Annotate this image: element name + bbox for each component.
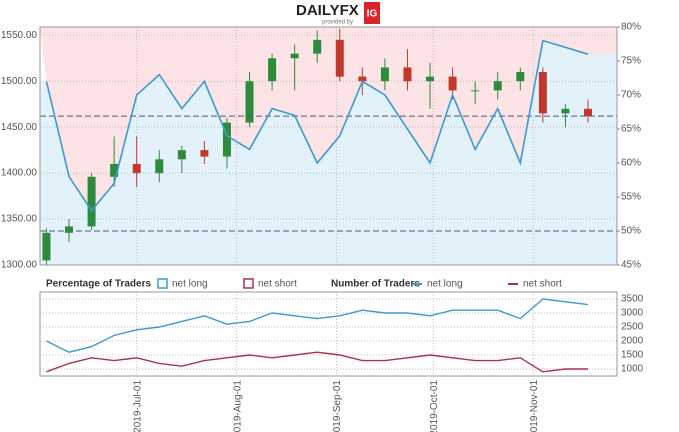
x-tick-label: 2019-Nov-01 (529, 380, 540, 432)
candle-body (516, 72, 525, 82)
y2-tick-label: 70% (621, 90, 641, 101)
candle-body (245, 81, 254, 123)
y-tick-label: 2500 (621, 322, 644, 333)
candle-body (155, 159, 164, 174)
provided-by: provided by (322, 20, 353, 26)
logo: DAILYFX provided by IG (296, 2, 380, 26)
x-tick-label: 2019-Oct-01 (429, 380, 440, 432)
candle-body (110, 163, 119, 177)
candle-body (380, 67, 389, 82)
legend-label: net short (523, 279, 562, 290)
x-tick-label: 2019-Jul-01 (132, 380, 143, 432)
ig-box (364, 2, 380, 24)
candle-body (426, 76, 435, 82)
y-tick-label: 1400.00 (1, 168, 38, 179)
y-tick-label: 3500 (621, 294, 644, 305)
candle-body (538, 72, 547, 114)
y2-tick-label: 65% (621, 124, 641, 135)
candle-body (471, 90, 480, 92)
legend-swatch (157, 278, 168, 289)
y2-tick-label: 80% (621, 22, 641, 33)
plot-frame (39, 291, 618, 377)
candle-body (561, 108, 570, 114)
candle-body (42, 232, 51, 261)
candle-body (290, 53, 299, 59)
y2-tick-label: 75% (621, 56, 641, 67)
net-short-area (40, 27, 617, 211)
candle-body (358, 76, 367, 82)
legend-label: net long (172, 279, 208, 290)
candle-body (222, 122, 231, 157)
x-tick-label: 2019-Sep-01 (332, 380, 343, 432)
y-tick-label: 1550.00 (1, 30, 38, 41)
candle-body (493, 81, 502, 91)
candle-body (268, 58, 277, 82)
legend-swatch (243, 278, 254, 289)
plot-frame (39, 26, 618, 266)
y-tick-label: 1300.00 (1, 260, 38, 271)
y-tick-label: 3000 (621, 308, 644, 319)
candle-body (65, 226, 74, 233)
candle-body (448, 76, 457, 91)
y-tick-label: 2000 (621, 336, 644, 347)
y2-tick-label: 60% (621, 158, 641, 169)
legend-title: Number of Traders (331, 279, 420, 290)
brand: DAILYFX (296, 2, 359, 19)
legend-label: net short (258, 279, 297, 290)
x-tick-label: 2019-Aug-01 (232, 380, 243, 432)
candle-body (403, 67, 412, 82)
candle-body (177, 150, 186, 160)
count-line (46, 298, 589, 353)
y-tick-label: 1450.00 (1, 122, 38, 133)
y2-tick-label: 50% (621, 226, 641, 237)
legend-label: net long (427, 279, 463, 290)
y-tick-label: 1500 (621, 350, 644, 361)
sentiment-line (45, 39, 589, 212)
legend-title: Percentage of Traders (46, 279, 151, 290)
y-tick-label: 1000 (621, 364, 644, 375)
count-line (46, 351, 588, 373)
partner: IG (367, 9, 378, 20)
candle-body (87, 176, 96, 227)
y-tick-label: 1350.00 (1, 214, 38, 225)
candle-body (335, 39, 344, 77)
candle-body (583, 108, 592, 117)
candle-body (313, 39, 322, 54)
candle-body (132, 163, 141, 174)
y2-tick-label: 45% (621, 260, 641, 271)
y-tick-label: 1500.00 (1, 76, 38, 87)
candle-body (200, 150, 209, 157)
y2-tick-label: 55% (621, 192, 641, 203)
net-long-area (40, 40, 617, 265)
